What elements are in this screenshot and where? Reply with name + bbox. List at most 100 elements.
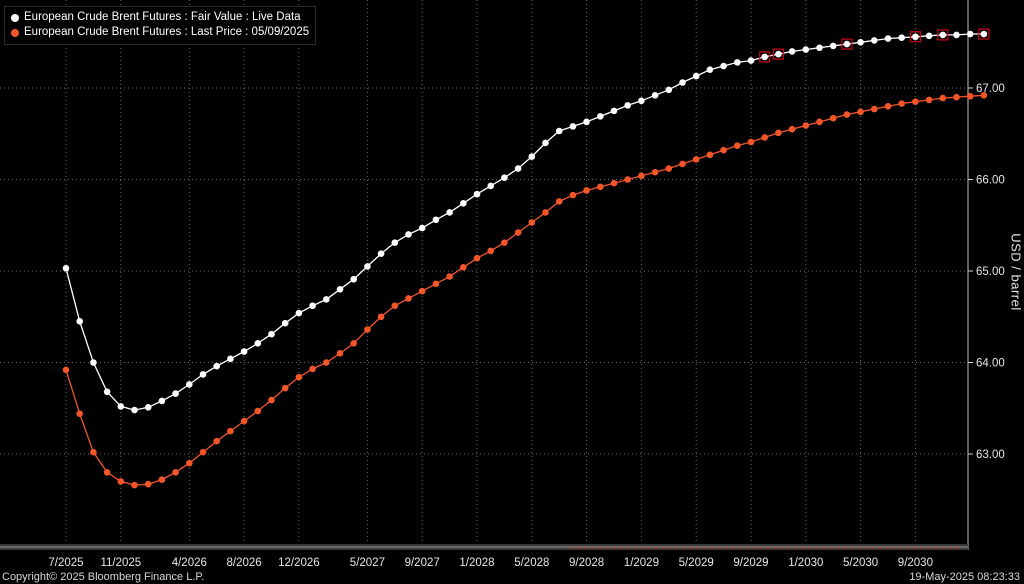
x-tick-label: 1/2030: [788, 557, 823, 569]
highlight-marker: [937, 29, 949, 41]
y-axis-label: USD / barrel: [1008, 233, 1024, 311]
point-fair-value: [213, 362, 220, 370]
highlight-marker: [759, 51, 771, 63]
x-tick-label: 9/2029: [733, 557, 768, 569]
copyright-text: Copyright© 2025 Bloomberg Finance L.P.: [2, 571, 205, 583]
point-last-price: [336, 350, 344, 357]
point-last-price: [364, 326, 371, 333]
point-last-price: [76, 410, 83, 418]
point-last-price: [555, 198, 563, 205]
point-fair-value: [816, 44, 823, 52]
point-fair-value: [966, 30, 974, 38]
point-fair-value: [323, 296, 330, 303]
point-fair-value: [734, 59, 741, 66]
point-last-price: [583, 187, 590, 194]
point-last-price: [597, 183, 604, 191]
y-tick-label: 67.00: [976, 83, 1005, 95]
legend-dot-white: [11, 13, 19, 22]
point-last-price: [487, 247, 495, 255]
point-fair-value: [62, 264, 70, 272]
point-fair-value: [925, 32, 933, 40]
point-fair-value: [720, 62, 727, 70]
point-fair-value: [747, 57, 755, 64]
point-last-price: [460, 264, 467, 271]
point-fair-value: [939, 31, 947, 39]
point-fair-value: [843, 40, 851, 48]
point-last-price: [117, 478, 125, 485]
point-fair-value: [131, 406, 138, 414]
point-fair-value: [350, 275, 358, 283]
point-fair-value: [692, 72, 700, 80]
point-fair-value: [980, 30, 988, 38]
point-last-price: [569, 191, 577, 199]
point-last-price: [158, 476, 166, 483]
point-last-price: [857, 108, 864, 116]
point-fair-value: [898, 34, 905, 41]
point-fair-value: [90, 359, 97, 366]
point-fair-value: [501, 174, 508, 181]
point-fair-value: [679, 79, 686, 86]
timestamp-text: 19-May-2025 08:23:33: [909, 571, 1020, 583]
point-fair-value: [377, 250, 385, 257]
point-last-price: [966, 92, 974, 100]
point-fair-value: [706, 66, 714, 73]
point-fair-value: [309, 302, 316, 310]
point-last-price: [788, 125, 796, 133]
point-fair-value: [638, 97, 645, 105]
point-last-price: [281, 384, 289, 392]
point-last-price: [405, 295, 412, 302]
point-last-price: [323, 359, 330, 366]
point-fair-value: [268, 330, 275, 338]
y-tick-label: 66.00: [976, 175, 1005, 187]
x-tick-label: 9/2028: [569, 557, 604, 569]
legend: European Crude Brent Futures : Fair Valu…: [4, 6, 317, 45]
point-fair-value: [432, 216, 440, 224]
x-tick-label: 9/2030: [898, 557, 933, 569]
point-last-price: [254, 407, 262, 415]
x-tick-label: 5/2027: [350, 557, 385, 569]
point-last-price: [843, 111, 851, 118]
x-tick-label: 11/2025: [100, 557, 141, 569]
x-tick-label: 5/2030: [843, 557, 878, 569]
point-fair-value: [473, 190, 481, 198]
point-fair-value: [336, 286, 344, 293]
point-fair-value: [802, 46, 810, 53]
point-last-price: [692, 156, 700, 163]
point-fair-value: [172, 390, 179, 397]
legend-label-fair-value: European Crude Brent Futures : Fair Valu…: [24, 11, 301, 23]
point-fair-value: [199, 371, 207, 378]
x-tick-label: 4/2026: [172, 557, 207, 569]
point-fair-value: [186, 381, 193, 388]
point-last-price: [172, 469, 179, 476]
point-fair-value: [405, 231, 412, 238]
point-last-price: [610, 179, 618, 187]
x-tick-label: 1/2029: [624, 557, 659, 569]
point-last-price: [473, 254, 481, 262]
point-last-price: [309, 365, 316, 373]
point-last-price: [103, 469, 111, 476]
x-tick-label: 12/2026: [278, 557, 320, 569]
point-last-price: [624, 176, 631, 183]
highlight-marker: [978, 28, 990, 40]
point-last-price: [62, 366, 70, 374]
point-fair-value: [912, 33, 919, 41]
point-last-price: [144, 480, 152, 488]
x-tick-label: 5/2028: [514, 557, 549, 569]
point-fair-value: [665, 86, 673, 94]
y-tick-label: 65.00: [976, 266, 1005, 278]
point-last-price: [651, 168, 659, 176]
point-last-price: [884, 103, 892, 110]
point-fair-value: [158, 397, 166, 405]
point-fair-value: [227, 355, 234, 363]
x-tick-label: 9/2027: [405, 557, 440, 569]
point-last-price: [240, 417, 248, 425]
point-fair-value: [76, 318, 83, 325]
point-last-price: [871, 105, 878, 113]
point-last-price: [734, 142, 741, 149]
point-fair-value: [460, 199, 467, 207]
y-tick-label: 63.00: [976, 449, 1005, 461]
point-last-price: [816, 118, 823, 126]
point-last-price: [377, 313, 385, 321]
